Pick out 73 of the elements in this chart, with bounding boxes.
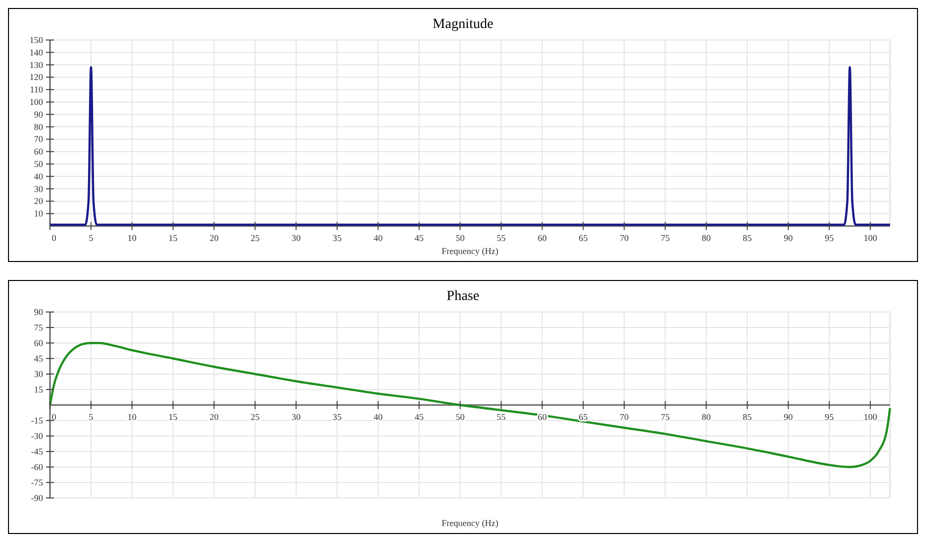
y-tick-label: 60 xyxy=(34,146,44,157)
y-tick-label: 20 xyxy=(34,196,44,206)
x-tick-label: 15 xyxy=(168,233,178,243)
y-tick-label: 130 xyxy=(30,60,44,70)
y-tick-label: -60 xyxy=(31,462,44,472)
y-tick-label: -90 xyxy=(31,493,44,503)
x-tick-label: 100 xyxy=(864,412,878,422)
x-tick-label: 20 xyxy=(210,412,220,422)
y-tick-label: -75 xyxy=(31,478,44,488)
x-tick-label: 35 xyxy=(332,412,342,422)
x-tick-label: 55 xyxy=(496,233,506,243)
y-tick-label: 90 xyxy=(34,109,44,120)
y-tick-label: -15 xyxy=(31,416,44,426)
x-tick-label: 70 xyxy=(620,233,630,243)
x-tick-label: 80 xyxy=(702,233,712,243)
x-tick-label: 0 xyxy=(52,233,57,243)
x-tick-label: 10 xyxy=(128,412,138,422)
x-tick-label: 100 xyxy=(864,233,878,243)
x-tick-label: 10 xyxy=(128,233,138,243)
y-tick-label: -30 xyxy=(31,431,44,441)
x-axis-title: Frequency (Hz) xyxy=(442,518,498,528)
y-tick-label: 150 xyxy=(30,35,44,45)
x-tick-label: 50 xyxy=(456,412,466,422)
x-tick-label: 25 xyxy=(250,412,260,422)
y-tick-label: -45 xyxy=(31,446,44,456)
chart-title: Phase xyxy=(446,289,480,304)
x-tick-label: 85 xyxy=(742,233,752,243)
x-tick-label: 70 xyxy=(620,412,630,422)
x-tick-label: 95 xyxy=(824,412,834,422)
x-tick-label: 20 xyxy=(210,233,220,243)
x-tick-label: 55 xyxy=(496,412,506,422)
x-tick-label: 75 xyxy=(660,412,670,422)
x-tick-label: 45 xyxy=(414,412,424,422)
x-axis-title: Frequency (Hz) xyxy=(442,246,498,256)
line-series xyxy=(48,342,892,468)
y-tick-label: 50 xyxy=(34,159,44,169)
x-tick-label: 5 xyxy=(88,412,94,422)
x-tick-label: 65 xyxy=(578,233,588,243)
y-tick-label: 140 xyxy=(30,47,44,58)
x-tick-label: 75 xyxy=(660,233,670,243)
x-tick-label: 80 xyxy=(702,412,712,422)
x-tick-label: 50 xyxy=(456,233,466,243)
x-tick-label: 40 xyxy=(374,412,384,422)
y-tick-label: 40 xyxy=(34,171,44,182)
x-tick-label: 35 xyxy=(332,233,342,243)
y-tick-label: 75 xyxy=(34,322,44,332)
x-tick-label: 95 xyxy=(824,233,834,243)
y-tick-label: 45 xyxy=(34,354,44,364)
y-tick-label: 30 xyxy=(34,184,44,194)
chart-title: Magnitude xyxy=(432,17,494,32)
x-tick-label: 90 xyxy=(784,233,794,243)
x-tick-label: 90 xyxy=(784,412,794,422)
y-tick-label: 10 xyxy=(34,208,44,219)
y-tick-label: 90 xyxy=(34,307,44,317)
y-tick-label: 80 xyxy=(34,122,44,132)
x-tick-label: 65 xyxy=(578,412,588,422)
x-tick-label: 25 xyxy=(250,233,260,243)
x-tick-label: 15 xyxy=(168,412,178,422)
y-tick-label: 30 xyxy=(34,369,44,379)
y-tick-label: 15 xyxy=(34,384,44,394)
y-tick-label: 120 xyxy=(30,72,44,82)
y-tick-label: 100 xyxy=(30,97,44,107)
y-tick-label: 110 xyxy=(30,84,44,95)
y-tick-label: 70 xyxy=(34,134,44,144)
y-tick-label: 60 xyxy=(34,338,44,348)
x-tick-label: 60 xyxy=(538,233,548,243)
x-tick-label: 85 xyxy=(742,412,752,422)
x-tick-label: 5 xyxy=(88,233,94,243)
x-tick-label: 45 xyxy=(414,233,424,243)
x-tick-label: 30 xyxy=(292,412,302,422)
x-tick-label: 40 xyxy=(374,233,384,243)
x-tick-label: 0 xyxy=(52,412,57,422)
x-tick-label: 30 xyxy=(292,233,302,243)
